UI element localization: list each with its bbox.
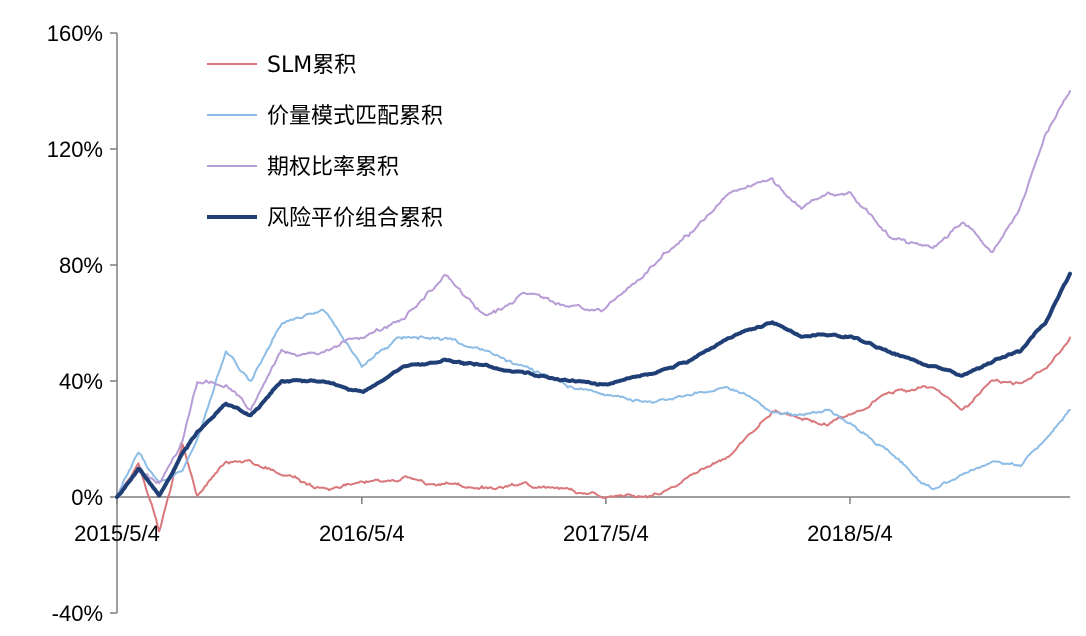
legend-label-4: 风险平价组合累积: [267, 206, 443, 231]
legend-label-2: 价量模式匹配累积: [267, 104, 443, 129]
series-line-3: [116, 90, 1071, 498]
y-tick-label: -40%: [52, 601, 103, 626]
legend-label-1: SLM累积: [267, 53, 356, 78]
legend-label-3: 期权比率累积: [267, 155, 399, 180]
series-line-4: [115, 271, 1072, 499]
x-axis: 2015/5/4 2016/5/4 2017/5/4 2018/5/4: [74, 496, 1070, 546]
series-line-2: [116, 308, 1071, 498]
y-tick-label: 120%: [47, 137, 103, 162]
y-tick-label: 0%: [71, 485, 103, 510]
y-tick-label: 40%: [59, 369, 103, 394]
y-tick-label: 160%: [47, 21, 103, 46]
x-tick-label: 2016/5/4: [319, 521, 405, 546]
x-tick-label: 2015/5/4: [74, 521, 160, 546]
y-tick-label: 80%: [59, 253, 103, 278]
series-layer: [115, 90, 1072, 533]
y-axis: -40% 0% 40% 80% 120% 160%: [47, 21, 118, 626]
x-tick-label: 2017/5/4: [563, 521, 649, 546]
series-line-1: [116, 336, 1071, 533]
x-tick-label: 2018/5/4: [807, 521, 893, 546]
